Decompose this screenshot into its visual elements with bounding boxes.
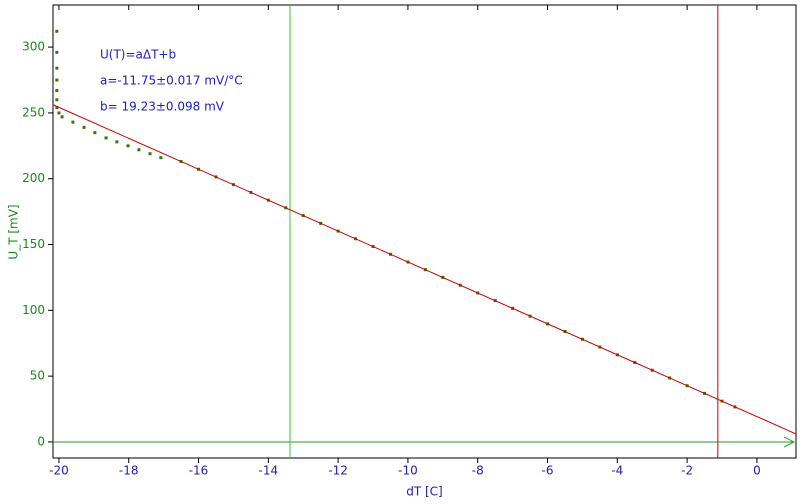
x-tick-label: -2 bbox=[681, 464, 693, 478]
x-tick-label: -6 bbox=[542, 464, 554, 478]
x-tick-label: -16 bbox=[189, 464, 209, 478]
y-tick-label: 200 bbox=[22, 171, 45, 185]
x-axis-label: dT [C] bbox=[406, 485, 443, 499]
annotation: a=-11.75±0.017 mV/°C bbox=[100, 74, 243, 88]
data-point bbox=[60, 115, 64, 119]
data-point bbox=[55, 98, 59, 102]
data-point bbox=[55, 66, 59, 70]
data-point bbox=[71, 120, 75, 124]
annotation: U(T)=aΔT+b bbox=[100, 48, 176, 62]
fit-line bbox=[52, 104, 797, 435]
data-point bbox=[55, 29, 59, 33]
data-point bbox=[55, 78, 59, 82]
x-tick-label: -10 bbox=[398, 464, 418, 478]
data-point bbox=[148, 152, 152, 156]
y-tick-label: 0 bbox=[37, 434, 45, 448]
data-point bbox=[55, 106, 59, 110]
x-tick-label: 0 bbox=[753, 464, 761, 478]
data-point bbox=[126, 144, 130, 148]
y-tick-label: 250 bbox=[22, 105, 45, 119]
data-point bbox=[115, 140, 119, 144]
x-tick-label: -12 bbox=[328, 464, 348, 478]
plot-frame bbox=[52, 4, 797, 459]
data-point bbox=[82, 125, 86, 129]
x-tick-label: -14 bbox=[259, 464, 279, 478]
y-tick-label: 50 bbox=[30, 369, 45, 383]
data-point bbox=[93, 131, 97, 135]
annotation: b= 19.23±0.098 mV bbox=[100, 100, 225, 114]
x-tick-label: -4 bbox=[611, 464, 623, 478]
data-point bbox=[57, 111, 61, 115]
y-axis-label: U_T [mV] bbox=[7, 204, 21, 259]
data-point bbox=[55, 50, 59, 54]
data-point bbox=[159, 156, 163, 160]
axis-arrow bbox=[783, 436, 796, 448]
data-point bbox=[104, 136, 108, 140]
y-tick-label: 300 bbox=[22, 40, 45, 54]
data-point bbox=[55, 89, 59, 93]
y-tick-label: 150 bbox=[22, 237, 45, 251]
y-tick-label: 100 bbox=[22, 303, 45, 317]
data-point bbox=[137, 148, 141, 152]
x-tick-label: -8 bbox=[472, 464, 484, 478]
x-tick-label: -18 bbox=[119, 464, 139, 478]
x-tick-label: -20 bbox=[49, 464, 69, 478]
